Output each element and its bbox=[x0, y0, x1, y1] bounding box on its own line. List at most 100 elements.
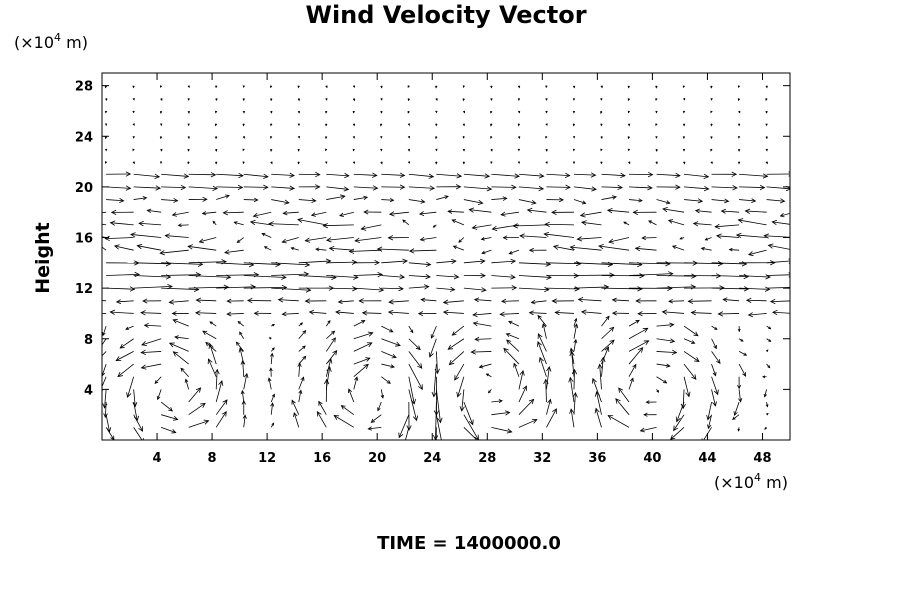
wind-vector bbox=[656, 389, 660, 393]
wind-vector bbox=[739, 198, 757, 204]
wind-vector bbox=[253, 310, 272, 316]
wind-vector bbox=[637, 311, 657, 317]
wind-vector bbox=[513, 362, 520, 377]
wind-vector bbox=[462, 136, 465, 139]
wind-vector bbox=[271, 262, 311, 268]
wind-vector bbox=[655, 85, 658, 89]
wind-vector bbox=[600, 85, 603, 89]
y-unit-exponent: 4 bbox=[54, 31, 61, 44]
wind-vector bbox=[634, 246, 657, 252]
wind-vector bbox=[474, 336, 492, 342]
wind-vector bbox=[214, 136, 218, 140]
wind-vector bbox=[632, 209, 657, 215]
wind-vector bbox=[545, 148, 548, 152]
wind-vector bbox=[711, 286, 750, 292]
wind-vector bbox=[710, 148, 713, 152]
wind-vector bbox=[381, 198, 395, 203]
wind-vector bbox=[325, 98, 328, 101]
wind-vector bbox=[126, 376, 135, 399]
wind-vector bbox=[188, 274, 232, 280]
wind-vector bbox=[573, 323, 579, 339]
wind-vector bbox=[656, 273, 697, 279]
wind-vector bbox=[671, 245, 685, 251]
wind-vector bbox=[762, 375, 767, 379]
wind-vector bbox=[601, 172, 626, 179]
y-tick-label: 20 bbox=[75, 181, 93, 196]
wind-vector bbox=[106, 271, 141, 278]
wind-vector bbox=[407, 161, 411, 164]
wind-vector bbox=[601, 315, 610, 327]
wind-vector bbox=[601, 286, 643, 292]
wind-vector bbox=[572, 148, 576, 152]
wind-vector bbox=[215, 399, 228, 415]
wind-vector bbox=[214, 123, 218, 127]
wind-vector bbox=[381, 338, 401, 347]
wind-vector bbox=[172, 351, 189, 365]
x-tick-label: 8 bbox=[208, 451, 217, 466]
wind-vector bbox=[793, 86, 795, 88]
wind-vector bbox=[270, 402, 275, 415]
wind-vector bbox=[451, 325, 465, 336]
wind-vector bbox=[491, 410, 511, 416]
wind-vector bbox=[717, 311, 740, 317]
wind-vector bbox=[268, 337, 272, 340]
wind-vector bbox=[627, 123, 631, 127]
wind-vector bbox=[655, 98, 658, 101]
wind-vector bbox=[352, 85, 355, 88]
wind-vector bbox=[353, 342, 373, 352]
wind-vector bbox=[643, 412, 657, 417]
wind-vector bbox=[246, 297, 272, 304]
wind-vector bbox=[722, 297, 740, 303]
wind-vector bbox=[765, 349, 769, 352]
wind-vector bbox=[132, 85, 135, 89]
x-tick-label: 12 bbox=[258, 451, 276, 466]
wind-vector bbox=[737, 326, 741, 333]
wind-vector bbox=[216, 184, 244, 191]
wind-vector bbox=[571, 368, 578, 390]
wind-vector bbox=[387, 235, 409, 241]
wind-vector bbox=[528, 310, 547, 316]
wind-vector bbox=[322, 222, 354, 229]
wind-vector bbox=[242, 110, 245, 114]
wind-vector bbox=[615, 398, 630, 415]
wind-vector bbox=[767, 243, 790, 250]
wind-vector bbox=[216, 194, 230, 200]
wind-vector bbox=[352, 110, 355, 114]
wind-vector bbox=[102, 312, 107, 314]
wind-vector bbox=[297, 217, 327, 226]
wind-vector bbox=[380, 110, 383, 114]
wind-vector bbox=[214, 161, 218, 165]
wind-vector bbox=[103, 402, 108, 419]
wind-vector bbox=[428, 338, 437, 358]
wind-vector bbox=[528, 247, 547, 253]
wind-vector bbox=[367, 426, 382, 431]
wind-vector bbox=[490, 85, 493, 89]
wind-vector bbox=[241, 400, 246, 415]
wind-vector bbox=[600, 161, 603, 165]
wind-vector bbox=[325, 237, 354, 243]
wind-vector bbox=[490, 136, 493, 139]
wind-vector bbox=[208, 343, 217, 365]
wind-vector bbox=[325, 337, 336, 352]
wind-vector bbox=[711, 338, 717, 350]
wind-vector bbox=[463, 414, 479, 440]
wind-vector bbox=[184, 378, 190, 390]
wind-vector bbox=[793, 111, 795, 113]
wind-vector bbox=[138, 220, 162, 227]
wind-vector bbox=[606, 207, 630, 214]
wind-vector bbox=[675, 401, 685, 423]
wind-vector bbox=[789, 425, 790, 426]
wind-vector bbox=[435, 110, 438, 114]
wind-vector bbox=[598, 243, 630, 251]
wind-vector bbox=[310, 211, 327, 217]
wind-vector bbox=[388, 211, 409, 217]
wind-vector bbox=[195, 297, 217, 303]
wind-vector bbox=[298, 184, 321, 190]
wind-vector bbox=[316, 411, 327, 428]
wind-vector bbox=[707, 414, 712, 430]
wind-vector bbox=[591, 377, 602, 403]
time-label: TIME = 1400000.0 bbox=[377, 533, 561, 554]
wind-vector bbox=[656, 363, 671, 368]
wind-vector bbox=[683, 97, 686, 101]
wind-vector bbox=[792, 402, 794, 405]
